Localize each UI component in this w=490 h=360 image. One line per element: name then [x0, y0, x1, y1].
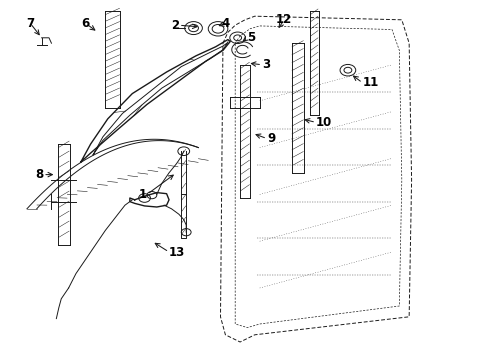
Text: 5: 5: [247, 31, 256, 44]
Text: 3: 3: [262, 58, 270, 71]
Text: 10: 10: [316, 116, 332, 129]
Text: 2: 2: [171, 19, 179, 32]
Text: 11: 11: [363, 76, 379, 89]
Text: 12: 12: [276, 13, 293, 26]
Text: 7: 7: [26, 17, 34, 30]
Text: 6: 6: [82, 17, 90, 30]
Text: 9: 9: [267, 132, 275, 145]
Text: 1: 1: [139, 188, 147, 201]
Text: 8: 8: [35, 168, 43, 181]
Text: 13: 13: [169, 246, 185, 258]
Text: 4: 4: [221, 17, 229, 30]
